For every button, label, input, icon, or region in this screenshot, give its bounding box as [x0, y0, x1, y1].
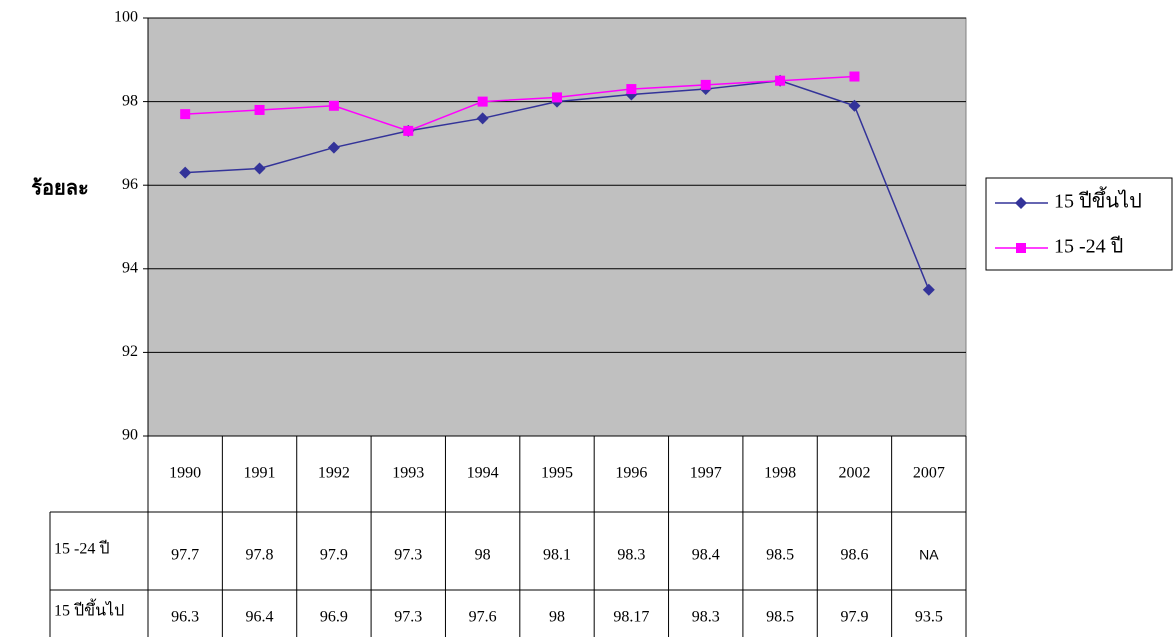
marker — [626, 84, 637, 95]
table-cell: NA — [919, 547, 939, 563]
x-tick-label: 1993 — [392, 465, 424, 482]
legend-label: 15 -24 ปี — [1054, 236, 1123, 258]
table-cell: 97.3 — [394, 609, 422, 626]
y-tick-label: 90 — [122, 427, 138, 444]
table-cell: 98.3 — [692, 609, 720, 626]
y-tick-label: 98 — [122, 92, 138, 109]
x-tick-label: 1991 — [244, 465, 276, 482]
table-cell: 98.6 — [840, 547, 868, 564]
table-cell: 98.17 — [613, 609, 649, 626]
x-tick-label: 1990 — [169, 465, 201, 482]
table-row-label: 15 ปีขึ้นไป — [54, 599, 124, 620]
x-tick-label: 1997 — [690, 465, 722, 482]
table-cell: 97.7 — [171, 547, 199, 564]
marker — [922, 283, 935, 296]
legend-label: 15 ปีขึ้นไป — [1054, 187, 1142, 213]
table-cell: 98 — [475, 547, 491, 564]
table-cell: 96.9 — [320, 609, 348, 626]
table-cell: 97.9 — [840, 609, 868, 626]
table-cell: 97.6 — [469, 609, 497, 626]
x-tick-label: 1994 — [467, 465, 499, 482]
marker — [848, 99, 861, 112]
table-cell: 93.5 — [915, 609, 943, 626]
marker — [552, 92, 562, 103]
table-cell: 98.4 — [692, 547, 720, 564]
table-cell: 98 — [549, 609, 565, 626]
y-tick-label: 94 — [122, 259, 138, 276]
legend-box — [985, 177, 1173, 271]
table-cell: 97.9 — [320, 547, 348, 564]
y-tick-label: 92 — [122, 343, 138, 360]
y-tick-label: 100 — [114, 9, 138, 26]
x-tick-label: 1995 — [541, 465, 573, 482]
table-cell: 98.1 — [543, 547, 571, 564]
series-line — [185, 75, 855, 132]
table-cell: 97.8 — [246, 547, 274, 564]
table-cell: 98.5 — [766, 609, 794, 626]
marker — [328, 100, 339, 111]
y-axis-label: ร้อยละ — [31, 177, 88, 200]
marker — [180, 109, 191, 120]
table-cell: 96.3 — [171, 609, 199, 626]
marker — [775, 75, 786, 86]
table-cell: 98.5 — [766, 547, 794, 564]
y-tick-label: 96 — [122, 176, 138, 193]
legend-marker — [1016, 243, 1026, 253]
marker — [254, 104, 265, 115]
x-tick-label: 1998 — [764, 465, 796, 482]
x-tick-label: 1996 — [615, 465, 647, 482]
marker — [253, 162, 266, 175]
table-cell: 97.3 — [394, 547, 422, 564]
x-tick-label: 2002 — [838, 465, 870, 482]
marker — [327, 141, 340, 154]
marker — [179, 166, 192, 179]
marker — [476, 112, 489, 125]
legend-marker — [1015, 197, 1027, 209]
marker — [849, 71, 860, 82]
table-row-label: 15 -24 ปี — [54, 540, 109, 558]
marker — [477, 96, 488, 107]
table-cell: 98.3 — [617, 547, 645, 564]
x-tick-label: 1992 — [318, 465, 350, 482]
marker — [403, 125, 414, 136]
marker — [700, 79, 711, 90]
x-tick-label: 2007 — [913, 465, 945, 482]
table-cell: 96.4 — [246, 609, 274, 626]
plot-area — [147, 17, 967, 437]
